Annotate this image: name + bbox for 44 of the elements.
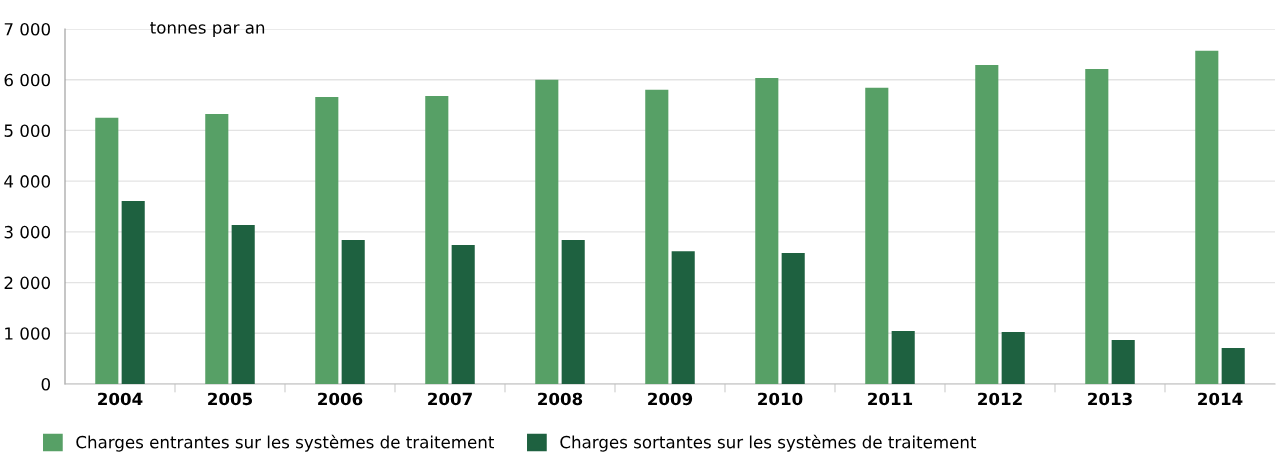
y-tick-label: 3 000: [4, 225, 50, 239]
x-tick-label: 2008: [538, 392, 583, 406]
bar: [781, 252, 805, 384]
bar: [1085, 69, 1109, 384]
x-tick-label: 2012: [978, 392, 1022, 406]
y-tick-label: 4 000: [4, 175, 50, 188]
bar: [425, 95, 449, 384]
bar: [341, 239, 365, 384]
x-tick-label: 2011: [868, 392, 913, 406]
bar: [865, 87, 889, 384]
bar: [891, 331, 915, 384]
bar: [1195, 50, 1219, 384]
bar: [561, 239, 585, 384]
y-tick-label: 5 000: [4, 124, 50, 137]
y-axis-title: tonnes par an: [150, 21, 265, 38]
bar: [205, 113, 229, 384]
x-tick-label: 2013: [1088, 392, 1132, 406]
y-tick-label: 2 000: [4, 276, 50, 290]
x-tick-label: 2007: [428, 392, 472, 406]
y-tick-label: 7 000: [4, 22, 50, 36]
y-tick-label: 6 000: [4, 73, 50, 87]
bar: [1221, 347, 1245, 384]
bar: [535, 79, 559, 384]
bar: [645, 89, 669, 384]
x-tick-label: 2006: [318, 392, 363, 406]
bar: [231, 225, 255, 384]
bar: [755, 77, 779, 384]
y-tick-label: 0: [41, 377, 50, 391]
bar: [451, 245, 475, 384]
x-tick-label: 2010: [758, 392, 803, 406]
bar: [975, 65, 999, 384]
legend-label: Charges entrantes sur les systèmes de traitement: [76, 434, 494, 452]
legend-label: Charges sortantes sur les systèmes de traitement: [560, 434, 977, 452]
bar: [1111, 339, 1135, 384]
bar: [315, 96, 339, 384]
y-tick-label: 1 000: [5, 327, 50, 340]
x-tick-label: 2005: [208, 392, 253, 406]
bar: [1001, 332, 1025, 384]
bar: [95, 117, 119, 384]
x-tick-label: 2009: [648, 392, 693, 406]
bar: [671, 251, 695, 384]
x-tick-label: 2004: [98, 392, 143, 406]
x-tick-label: 2014: [1198, 392, 1243, 406]
bar: [121, 200, 145, 384]
